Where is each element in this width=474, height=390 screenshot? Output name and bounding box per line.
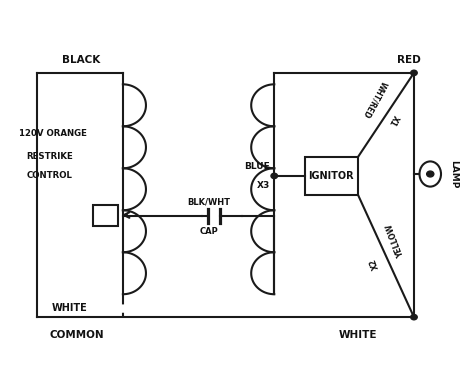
Circle shape [410, 314, 417, 320]
Text: IGNITOR: IGNITOR [309, 171, 354, 181]
Text: BLUE: BLUE [244, 162, 270, 171]
Text: BLACK: BLACK [62, 55, 100, 65]
Text: LAMP: LAMP [449, 160, 458, 188]
Text: WHT/RED: WHT/RED [361, 80, 388, 119]
Bar [92, 204, 118, 225]
Text: X1: X1 [386, 113, 400, 128]
Text: CAP: CAP [200, 227, 219, 236]
Text: CONTROL: CONTROL [27, 172, 73, 181]
Text: BLK/WHT: BLK/WHT [188, 197, 230, 206]
Bar [304, 157, 358, 195]
Text: RESTRIKE: RESTRIKE [27, 152, 73, 161]
Text: 120V ORANGE: 120V ORANGE [19, 129, 87, 138]
Text: RED: RED [397, 55, 421, 65]
Circle shape [271, 173, 277, 179]
Text: X2: X2 [368, 257, 381, 271]
Circle shape [427, 171, 434, 177]
Text: X3: X3 [256, 181, 270, 190]
Text: WHITE: WHITE [339, 330, 377, 340]
Circle shape [410, 70, 417, 76]
Text: YELLOW: YELLOW [385, 223, 406, 259]
Text: COMMON: COMMON [49, 330, 104, 340]
Text: WHITE: WHITE [52, 303, 87, 313]
